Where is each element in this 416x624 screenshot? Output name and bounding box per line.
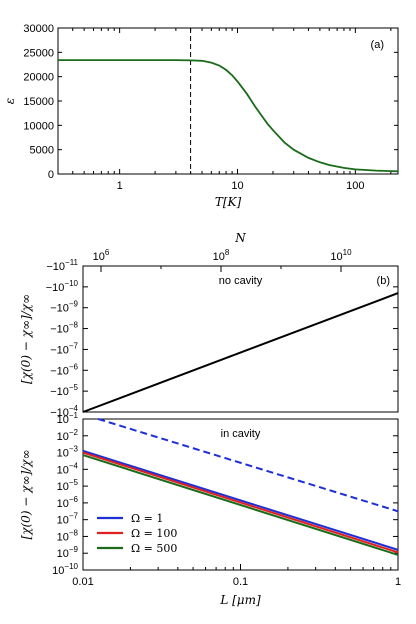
panel-a-xtick-label: 10 (231, 180, 243, 192)
panel-b-series-line (82, 292, 399, 413)
panel-a-xtick-label: 100 (346, 180, 364, 192)
panel-c-ylabel: [χ(0) − χ∞]/χ∞ (19, 450, 33, 540)
panel-c-ytick-label: 10−5 (57, 478, 79, 493)
panel-a-ytick-label: 25000 (23, 47, 54, 59)
legend-label: Ω = 500 (131, 542, 177, 555)
panel-a-xtick-label: 1 (117, 180, 123, 192)
panel-c-ytick-label: 10−1 (57, 411, 79, 426)
panel-b-ytick-label: −10−9 (50, 300, 78, 315)
legend-label: Ω = 100 (131, 527, 177, 540)
panel-c-ytick-label: 10−10 (52, 562, 78, 577)
panel-c-xtick-label: 0.01 (72, 576, 93, 588)
panel-b-ytick-label: −10−4 (50, 404, 78, 419)
panel-a-ytick-label: 0 (48, 169, 54, 181)
panel-b-top-tick-label: 108 (213, 248, 230, 263)
panel-a-ylabel: ε (3, 98, 17, 104)
panel-c-ytick-label: 10−6 (57, 495, 79, 510)
panel-b-annotation: no cavity (219, 275, 263, 287)
panel-b-ytick-label: −10−11 (46, 258, 78, 273)
panel-a-ytick-label: 10000 (23, 120, 54, 132)
panel-c-ytick-label: 10−2 (57, 428, 79, 443)
panel-c-series-line (82, 454, 399, 556)
panel-a-ytick-label: 5000 (30, 145, 54, 157)
panel-c-ytick-label: 10−8 (57, 528, 79, 543)
panel-a-ytick-label: 20000 (23, 72, 54, 84)
panel-c-xlabel: L [μm] (219, 593, 261, 607)
panel-b-top-tick-label: 1010 (330, 248, 352, 263)
panel-b-ytick-label: −10−8 (50, 321, 78, 336)
panel-a-ytick-label: 30000 (23, 23, 54, 35)
panel-c-ytick-label: 10−4 (57, 461, 79, 476)
panel-c-xtick-label: 0.1 (233, 576, 248, 588)
panel-a-xlabel: T[K] (215, 195, 242, 209)
panel-a-tag: (a) (371, 39, 384, 51)
panel-b-top-xlabel: N (234, 231, 246, 245)
panel-b-tag: (b) (377, 275, 390, 287)
panel-b-ytick-label: −10−7 (50, 341, 78, 356)
panel-a-frame (57, 27, 399, 175)
panel-c-annotation: in cavity (221, 428, 261, 440)
panel-b-ytick-label: −10−5 (50, 383, 78, 398)
legend-label: Ω = 1 (131, 512, 163, 525)
panel-b-ylabel: [χ(0) − χ∞]/χ∞ (19, 294, 33, 384)
panel-b-ytick-label: −10−10 (46, 279, 79, 294)
panel-c-series-line (82, 449, 399, 551)
panel-a-ytick-label: 15000 (23, 96, 54, 108)
panel-b-ytick-label: −10−6 (50, 362, 78, 377)
panel-b-frame (82, 265, 399, 413)
panel-b-top-tick-label: 106 (93, 248, 110, 263)
panel-c-ytick-label: 10−3 (57, 445, 79, 460)
panel-c-ytick-label: 10−9 (57, 545, 79, 560)
panel-a-series-line (58, 59, 399, 173)
panel-c-xtick-label: 1 (395, 576, 401, 588)
panel-c-series-line (82, 451, 399, 554)
panel-c-ytick-label: 10−7 (57, 512, 79, 527)
panel-c-dashed-line (97, 418, 399, 513)
